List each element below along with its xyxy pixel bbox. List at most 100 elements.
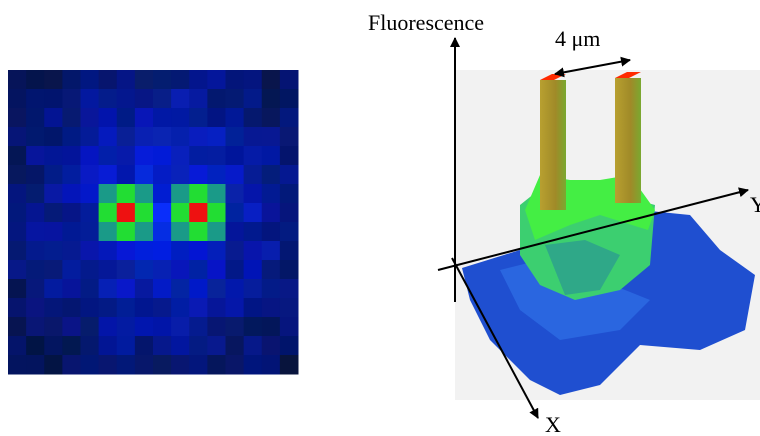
image-pixel [62, 298, 81, 318]
image-pixel [44, 222, 63, 242]
image-pixel [153, 184, 172, 204]
image-pixel [225, 89, 245, 109]
image-pixel [225, 165, 245, 185]
image-pixel [62, 222, 81, 242]
image-pixel [62, 203, 81, 223]
image-pixel [171, 298, 190, 318]
image-pixel [26, 222, 45, 242]
image-pixel [116, 336, 136, 356]
image-pixel [243, 127, 263, 147]
image-pixel [189, 203, 208, 223]
image-pixel [80, 184, 100, 204]
image-pixel [225, 203, 245, 223]
image-pixel [261, 241, 281, 261]
image-pixel [207, 241, 226, 261]
image-pixel [279, 165, 299, 185]
image-pixel [261, 70, 281, 90]
image-pixel [44, 355, 63, 375]
image-pixel [171, 222, 190, 242]
image-pixel [225, 298, 245, 318]
z-axis-label: Fluorescence [368, 10, 484, 35]
image-pixel [207, 260, 226, 280]
image-pixel [116, 241, 136, 261]
image-pixel [207, 222, 226, 242]
image-pixel [207, 355, 226, 375]
image-pixel [279, 241, 299, 261]
image-pixel [171, 108, 190, 128]
image-pixel [62, 241, 81, 261]
image-pixel [8, 279, 27, 299]
image-pixel [225, 70, 245, 90]
image-pixel [189, 89, 208, 109]
y-axis [437, 187, 749, 271]
image-pixel [98, 89, 118, 109]
image-pixel [8, 146, 27, 166]
image-pixel [44, 108, 63, 128]
image-pixel [134, 165, 154, 185]
image-pixel [62, 146, 81, 166]
image-pixel [207, 203, 226, 223]
image-pixel [189, 279, 208, 299]
image-pixel [80, 165, 100, 185]
image-pixel [116, 260, 136, 280]
image-pixel [243, 70, 263, 90]
image-pixel [261, 127, 281, 147]
image-pixel [62, 127, 81, 147]
image-pixel [261, 203, 281, 223]
image-pixel [243, 146, 263, 166]
image-pixel [243, 108, 263, 128]
image-pixel [279, 298, 299, 318]
image-pixel [243, 222, 263, 242]
image-pixel [279, 222, 299, 242]
image-pixel [207, 279, 226, 299]
image-pixel [279, 279, 299, 299]
x-axis [451, 257, 539, 419]
image-pixel [189, 298, 208, 318]
image-pixel [62, 317, 81, 337]
image-pixel [44, 70, 63, 90]
image-pixel [243, 298, 263, 318]
image-pixel [225, 317, 245, 337]
image-pixel [171, 184, 190, 204]
image-pixel [44, 298, 63, 318]
image-pixel [62, 279, 81, 299]
image-pixel [44, 260, 63, 280]
image-pixel [134, 146, 154, 166]
image-pixel [261, 336, 281, 356]
image-pixel [8, 203, 27, 223]
image-pixel [134, 298, 154, 318]
peak-bar [540, 80, 566, 210]
image-pixel [243, 355, 263, 375]
image-pixel [225, 241, 245, 261]
image-pixel [279, 336, 299, 356]
image-pixel [116, 222, 136, 242]
image-pixel [98, 165, 118, 185]
image-pixel [116, 89, 136, 109]
image-pixel [8, 184, 27, 204]
image-pixel [171, 336, 190, 356]
x-axis-label: X [545, 412, 561, 436]
image-pixel [189, 70, 208, 90]
image-pixel [153, 222, 172, 242]
image-pixel [98, 127, 118, 147]
image-pixel [189, 355, 208, 375]
image-pixel [171, 203, 190, 223]
image-pixel [62, 355, 81, 375]
image-pixel [8, 165, 27, 185]
image-pixel [243, 165, 263, 185]
image-pixel [116, 279, 136, 299]
image-pixel [134, 203, 154, 223]
image-pixel [189, 260, 208, 280]
image-pixel [98, 279, 118, 299]
image-pixel [261, 222, 281, 242]
peak-bar [615, 78, 641, 203]
image-pixel [44, 279, 63, 299]
image-pixel [116, 298, 136, 318]
image-pixel [243, 260, 263, 280]
image-pixel [261, 260, 281, 280]
distance-arrow [554, 56, 631, 78]
image-pixel [98, 317, 118, 337]
image-pixel [44, 184, 63, 204]
image-pixel [98, 336, 118, 356]
